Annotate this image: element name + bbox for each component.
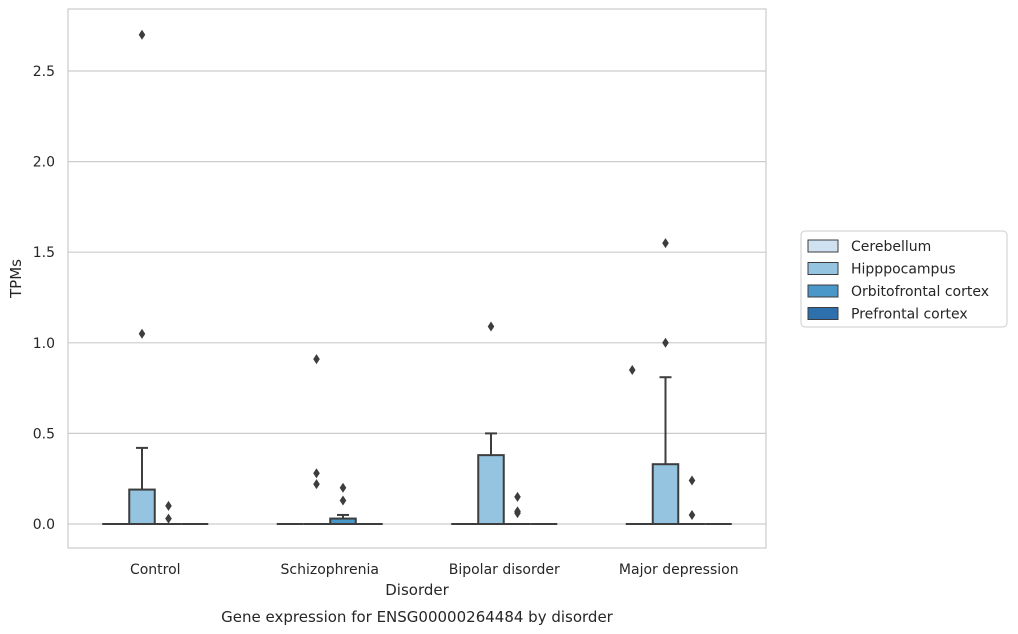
box-orbitofrontal-cortex bbox=[329, 482, 357, 526]
legend: Cerebellum Hipppocampus Orbitofrontal cort… bbox=[800, 230, 1008, 328]
legend-label: Orbitofrontal cortex bbox=[851, 284, 989, 300]
outlier-point bbox=[165, 513, 172, 524]
category-group bbox=[451, 321, 558, 526]
y-axis-label: TPMs bbox=[7, 259, 25, 299]
legend-swatch bbox=[807, 239, 839, 253]
legend-label: Cerebellum bbox=[851, 239, 931, 255]
outlier-point bbox=[628, 364, 636, 375]
box-body bbox=[477, 454, 505, 526]
x-axis-label: Disorder bbox=[385, 581, 449, 599]
outlier-point bbox=[339, 482, 347, 493]
y-tick-label: 0.5 bbox=[33, 426, 55, 442]
legend-label: Prefrontal cortex bbox=[851, 307, 968, 323]
box-body bbox=[651, 463, 680, 526]
plot-area-frame bbox=[67, 8, 767, 549]
category-group bbox=[625, 238, 732, 526]
gridlines bbox=[68, 70, 766, 525]
y-tick-label: 0.0 bbox=[33, 517, 55, 533]
outlier-point bbox=[313, 468, 320, 479]
legend-swatch bbox=[807, 307, 839, 320]
category-group bbox=[276, 354, 383, 526]
box-hipppocampus bbox=[303, 354, 330, 525]
outlier-point bbox=[165, 500, 172, 511]
legend-swatch bbox=[807, 284, 839, 298]
outlier-point bbox=[514, 506, 521, 517]
legend-frame bbox=[800, 230, 1008, 328]
x-tick-label: Major depression bbox=[619, 562, 739, 578]
box-body bbox=[128, 488, 156, 525]
outlier-point bbox=[313, 354, 320, 365]
x-tick-label: Schizophrenia bbox=[281, 562, 379, 578]
chart-caption: Gene expression for ENSG00000264484 by d… bbox=[221, 608, 614, 626]
outlier-point bbox=[662, 238, 669, 249]
y-tick-label: 2.0 bbox=[33, 155, 55, 171]
box-hipppocampus bbox=[651, 238, 680, 526]
legend-swatch bbox=[807, 262, 839, 275]
x-axis-ticks: Control Schizophrenia Bipolar disorder Majo… bbox=[130, 562, 739, 578]
outlier-point bbox=[688, 509, 696, 520]
box-orbitofrontal-cortex bbox=[504, 491, 531, 525]
box-orbitofrontal-cortex bbox=[155, 500, 182, 525]
legend-label: Hipppocampus bbox=[851, 262, 956, 278]
box-orbitofrontal-cortex bbox=[678, 475, 706, 525]
outlier-point bbox=[313, 479, 320, 490]
box-plot-marks bbox=[102, 29, 732, 526]
outlier-point bbox=[138, 328, 146, 339]
outlier-point bbox=[514, 491, 521, 502]
outlier-point bbox=[487, 321, 495, 332]
outlier-point bbox=[138, 29, 146, 40]
y-tick-label: 2.5 bbox=[33, 64, 55, 80]
x-tick-label: Control bbox=[130, 562, 181, 578]
y-tick-label: 1.5 bbox=[33, 245, 55, 261]
box-hipppocampus bbox=[128, 29, 156, 525]
outlier-point bbox=[339, 495, 347, 506]
category-group bbox=[102, 29, 209, 525]
outlier-point bbox=[688, 475, 696, 486]
box-hipppocampus bbox=[477, 321, 505, 526]
outlier-point bbox=[662, 337, 669, 348]
y-axis-ticks: 0.0 0.5 1.0 1.5 2.0 2.5 bbox=[33, 64, 55, 533]
y-tick-label: 1.0 bbox=[33, 336, 55, 352]
x-tick-label: Bipolar disorder bbox=[449, 562, 560, 578]
